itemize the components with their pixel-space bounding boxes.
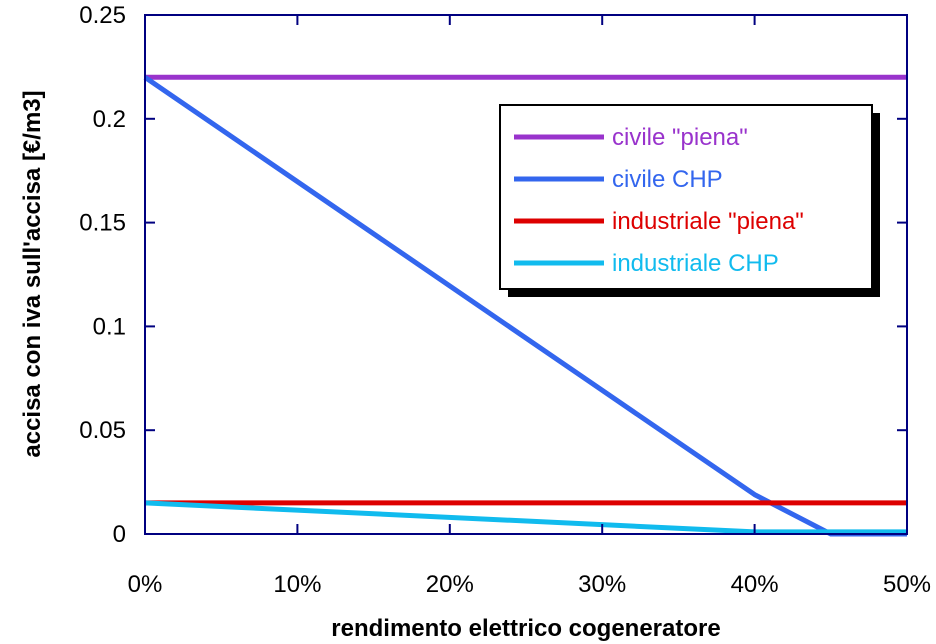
x-tick-label: 50% [883, 571, 931, 598]
y-tick-label: 0.1 [93, 313, 126, 340]
x-tick-label: 10% [273, 571, 321, 598]
x-tick-label: 20% [426, 571, 474, 598]
x-tick-label: 0% [128, 571, 163, 598]
y-axis-title: accisa con iva sull'accisa [€/m3] [19, 90, 46, 457]
legend-label-2: industriale "piena" [612, 208, 804, 235]
x-tick-label: 40% [731, 571, 779, 598]
legend-label-3: industriale CHP [612, 250, 779, 277]
y-tick-label: 0.25 [79, 2, 126, 29]
x-tick-label: 30% [578, 571, 626, 598]
y-tick-label: 0 [113, 521, 126, 548]
x-axis-title: rendimento elettrico cogeneratore [331, 615, 720, 642]
legend-items: civile "piena" civile CHP industriale "pie… [514, 124, 804, 277]
y-tick-label: 0.05 [79, 417, 126, 444]
legend: civile "piena" civile CHP industriale "pie… [499, 104, 880, 297]
tick-labels-layer: 0% 10% 20% 30% 40% 50% 0 0.05 0.1 0.15 0.2 0.25 [79, 2, 931, 598]
legend-label-1: civile CHP [612, 166, 723, 193]
legend-label-0: civile "piena" [612, 124, 748, 151]
y-tick-label: 0.2 [93, 106, 126, 133]
plot-frame [144, 14, 908, 535]
y-tick-label: 0.15 [79, 210, 126, 237]
ticks-layer [144, 14, 908, 535]
